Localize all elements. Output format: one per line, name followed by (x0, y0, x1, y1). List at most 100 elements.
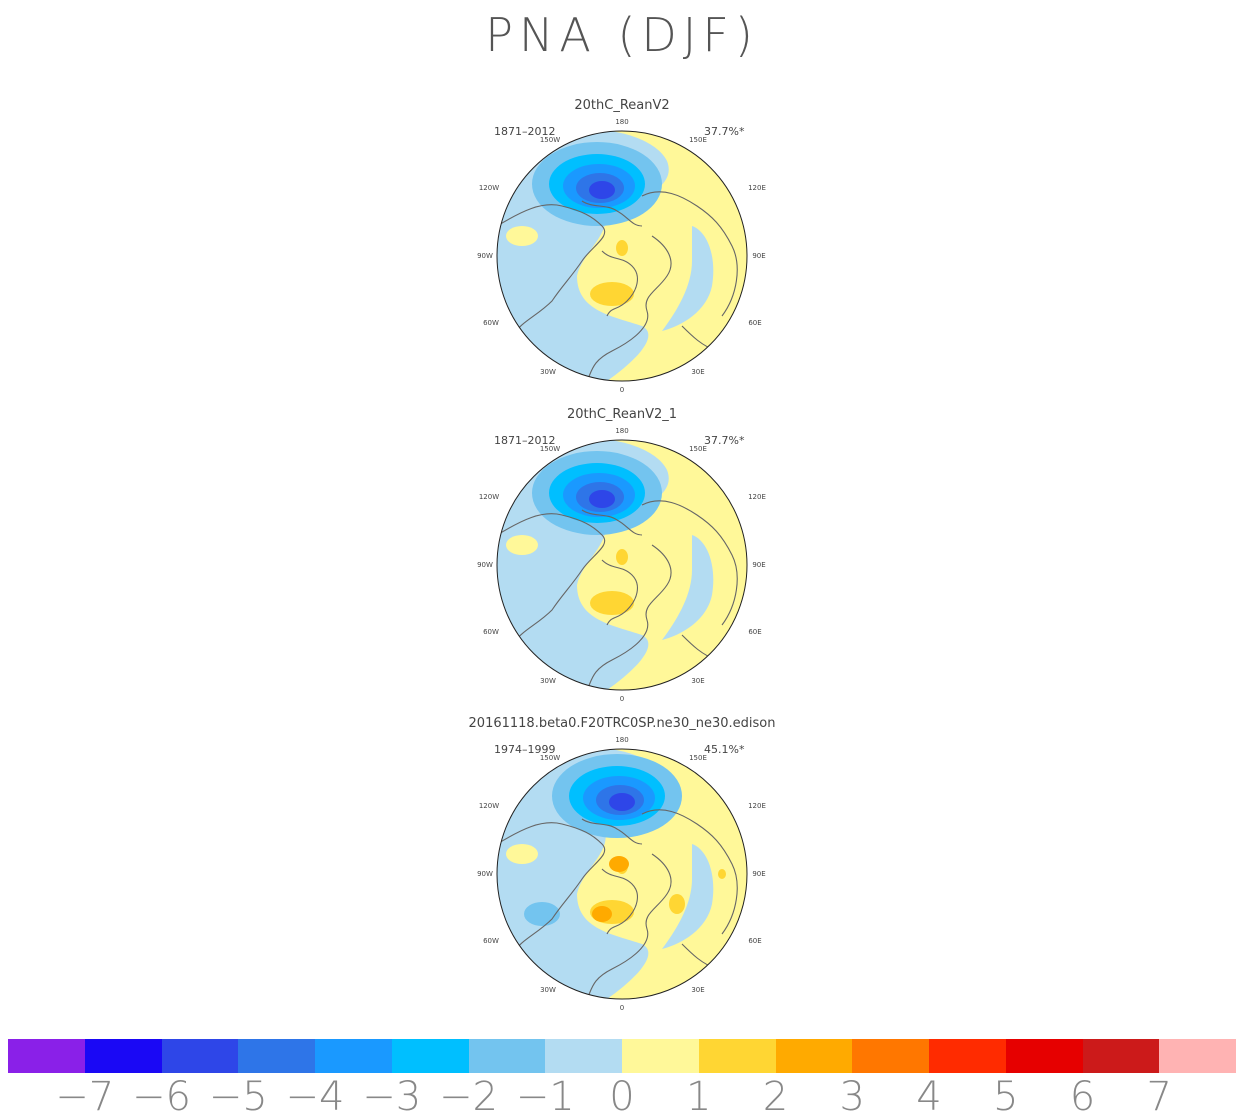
positive-field (506, 226, 538, 246)
map-boundary (496, 748, 748, 1000)
longitude-label: 180 (615, 118, 629, 126)
longitude-label: 30E (691, 368, 705, 376)
coastline (581, 509, 643, 536)
low-contour (589, 181, 615, 199)
longitude-label: 120E (748, 184, 766, 192)
longitude-label: 120W (478, 184, 500, 192)
coastline (601, 868, 638, 935)
coastline (497, 204, 606, 337)
positive-field (506, 844, 538, 864)
colorbar-swatch (622, 1039, 699, 1073)
coastline (586, 853, 672, 999)
map-fields (497, 440, 747, 690)
colorbar-tick-label: −2 (439, 1074, 498, 1120)
coastline (586, 235, 672, 381)
colorbar-swatch (775, 1039, 853, 1073)
colorbar-swatch (8, 1039, 85, 1073)
colorbar-tick-label: −6 (132, 1074, 191, 1120)
longitude-label: 30E (691, 986, 705, 994)
colorbar-labels: −7 −6 −5 −4 −3 −2 −1 0 1 2 3 4 5 6 7 (8, 1074, 1236, 1120)
longitude-label: 30W (540, 677, 556, 685)
colorbar-tick-label: 7 (1146, 1074, 1172, 1120)
colorbar-swatch (929, 1039, 1006, 1073)
colorbar-swatch (1082, 1039, 1160, 1073)
longitude-label: 150W (539, 445, 561, 453)
colorbar-tick-label: −1 (515, 1074, 575, 1120)
colorbar-tick-label: 3 (839, 1074, 865, 1120)
colorbar-tick-label: −3 (362, 1074, 422, 1120)
longitude-label: 120W (478, 493, 500, 501)
longitude-label: 150E (689, 754, 707, 762)
high-contour (616, 240, 628, 256)
longitude-label: 150W (539, 136, 561, 144)
longitude-label: 0 (619, 1004, 625, 1012)
colorbar-swatch (545, 1039, 622, 1073)
colorbar-swatch (1005, 1039, 1083, 1073)
longitude-label: 120W (478, 802, 500, 810)
colorbar-swatch (468, 1039, 546, 1073)
positive-field (506, 535, 538, 555)
longitude-label: 90W (477, 252, 493, 260)
panel-period: 1871–2012 (494, 125, 556, 138)
negative-field (662, 535, 714, 640)
high-contour (590, 282, 634, 306)
longitude-label: 150E (689, 445, 707, 453)
map-boundary (496, 130, 748, 382)
panel-title: 20thC_ReanV2 (574, 98, 670, 113)
colorbar-tick-label: −4 (285, 1074, 345, 1120)
coastline (497, 513, 606, 646)
longitude-label: 90E (752, 252, 766, 260)
panel-period: 1974–1999 (494, 743, 556, 756)
longitude-label: 150W (539, 754, 561, 762)
longitude-label: 0 (619, 695, 625, 703)
high-contour (616, 549, 628, 565)
longitude-label: 60W (483, 937, 499, 945)
coastline (601, 250, 638, 317)
coastline (586, 544, 672, 690)
map-fields (497, 749, 747, 999)
longitude-label: 120E (748, 493, 766, 501)
longitude-label: 90E (752, 870, 766, 878)
map-boundary (496, 439, 748, 691)
figure-title: PNA (DJF) (485, 8, 759, 62)
colorbar (8, 1039, 1236, 1073)
panel-variance-pct: 37.7%* (704, 125, 745, 138)
negative-field (662, 226, 714, 331)
longitude-label: 150E (689, 136, 707, 144)
high-contour (669, 894, 685, 914)
colorbar-swatch (238, 1039, 315, 1073)
coastline (601, 559, 638, 626)
colorbar-tick-label: 2 (762, 1074, 789, 1120)
colorbar-swatch (852, 1039, 929, 1073)
high-contour (718, 869, 726, 879)
longitude-label: 60W (483, 628, 499, 636)
longitude-label: 90W (477, 870, 493, 878)
longitude-label: 90E (752, 561, 766, 569)
colorbar-swatch (84, 1039, 162, 1073)
colorbar-tick-label: 5 (993, 1074, 1019, 1120)
longitude-label: 60E (748, 319, 762, 327)
colorbar-tick-label: 6 (1069, 1074, 1096, 1120)
colorbar-swatch (1159, 1039, 1236, 1073)
colorbar-swatch (391, 1039, 469, 1073)
coastline (641, 809, 738, 935)
low-contour (589, 490, 615, 508)
panel-period: 1871–2012 (494, 434, 556, 447)
colorbar-tick-label: 0 (609, 1074, 635, 1120)
map-fields (497, 131, 747, 381)
longitude-label: 30E (691, 677, 705, 685)
panel-title: 20161118.beta0.F20TRC0SP.ne30_ne30.ediso… (468, 716, 776, 731)
coastline (641, 191, 738, 317)
panel-variance-pct: 45.1%* (704, 743, 745, 756)
coastline (497, 822, 606, 955)
longitude-label: 60W (483, 319, 499, 327)
colorbar-swatch (315, 1039, 392, 1073)
negative-field (662, 844, 714, 949)
high-contour (609, 856, 629, 872)
longitude-label: 0 (619, 386, 625, 394)
longitude-label: 30W (540, 368, 556, 376)
colorbar-tick-label: 4 (916, 1074, 942, 1120)
colorbar-tick-label: 1 (686, 1074, 712, 1120)
coastline (581, 200, 643, 227)
longitude-label: 30W (540, 986, 556, 994)
